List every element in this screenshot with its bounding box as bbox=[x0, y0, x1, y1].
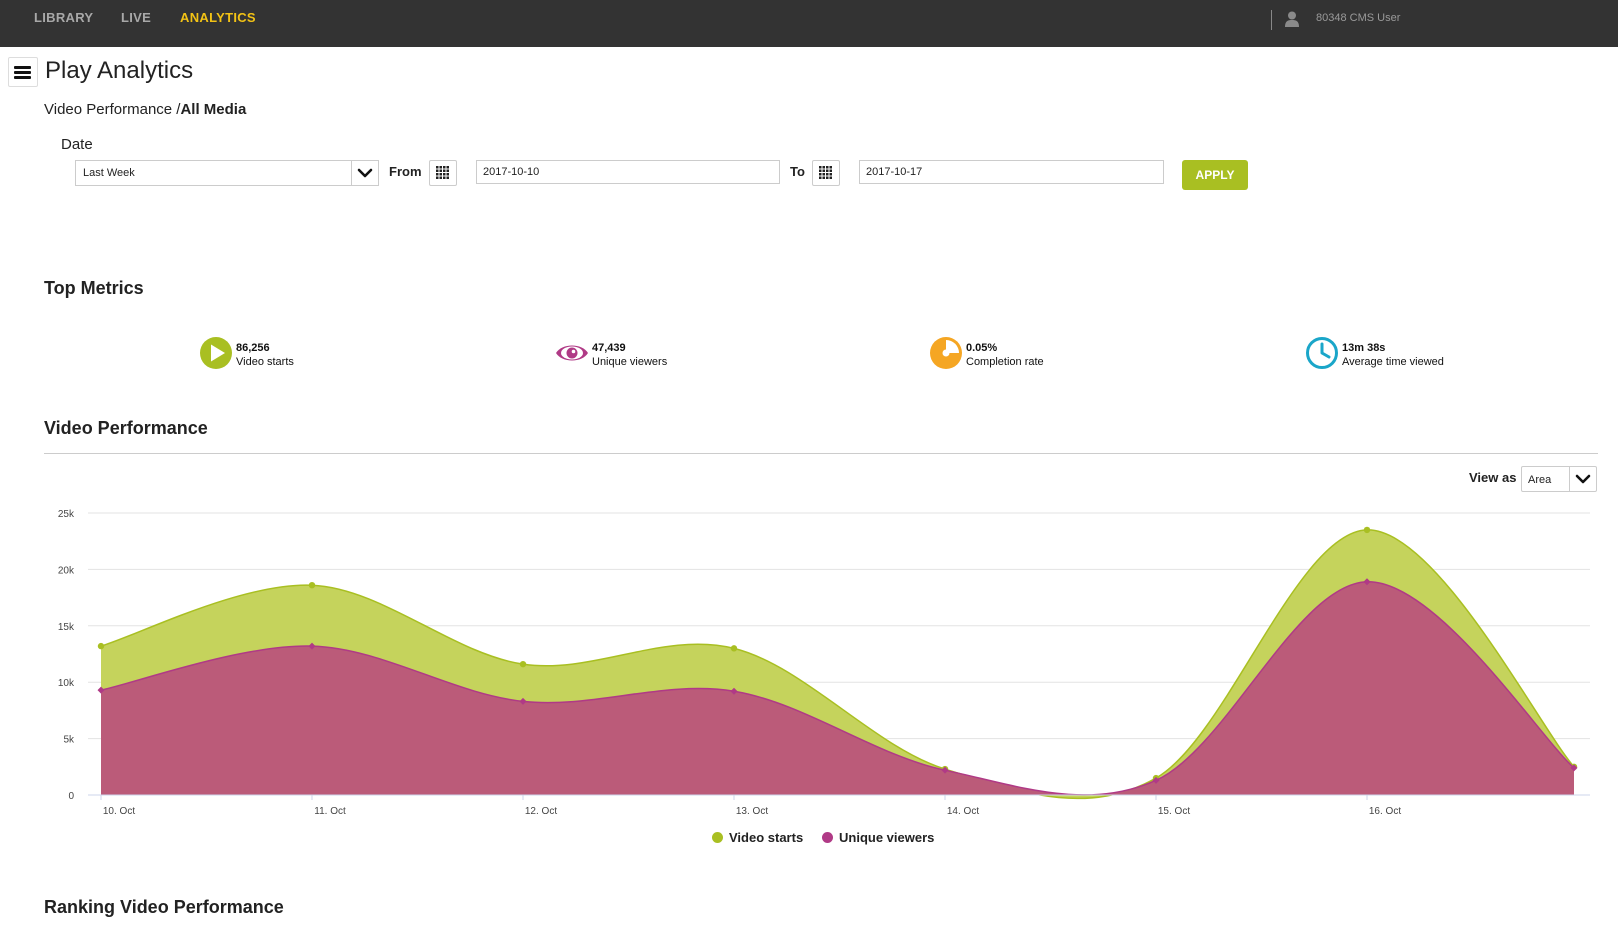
view-as-label: View as bbox=[1469, 470, 1517, 485]
x-tick-label: 11. Oct bbox=[314, 806, 346, 817]
to-label: To bbox=[790, 164, 805, 179]
breadcrumb-prefix[interactable]: Video Performance / bbox=[44, 101, 181, 118]
chevron-down-icon[interactable] bbox=[1569, 467, 1596, 491]
user-name[interactable]: 80348 CMS User bbox=[1316, 12, 1401, 24]
data-point bbox=[519, 697, 527, 705]
legend-dot bbox=[712, 832, 723, 843]
data-point bbox=[97, 642, 105, 650]
y-tick-label: 10k bbox=[58, 678, 75, 689]
calendar-icon bbox=[436, 166, 449, 179]
breadcrumb-current: All Media bbox=[180, 101, 247, 118]
top-metrics-title: Top Metrics bbox=[44, 278, 144, 298]
x-tick-label: 14. Oct bbox=[947, 806, 979, 817]
user-separator bbox=[1271, 10, 1272, 30]
video-performance-chart: 0 5k 10k 15k 20k 25k 10. Oct 11. Oct 12. Oct 13. … bbox=[58, 509, 1590, 817]
pie-icon bbox=[930, 337, 962, 369]
data-point bbox=[941, 766, 949, 774]
calendar-icon bbox=[819, 166, 832, 179]
metric-label: Average time viewed bbox=[1342, 356, 1444, 368]
legend-video-starts[interactable]: Video starts bbox=[712, 830, 803, 845]
series-line-1 bbox=[100, 581, 1575, 796]
x-tick-label: 16. Oct bbox=[1369, 806, 1401, 817]
metric-value: 47,439 bbox=[592, 342, 626, 354]
menu-icon-bar-3 bbox=[14, 76, 31, 79]
metric-label: Unique viewers bbox=[592, 356, 668, 368]
data-point bbox=[519, 660, 527, 668]
metric-label: Completion rate bbox=[966, 356, 1044, 368]
nav-library[interactable]: LIBRARY bbox=[34, 10, 94, 25]
y-tick-label: 15k bbox=[58, 622, 75, 633]
data-point bbox=[1570, 764, 1578, 772]
date-range-select[interactable]: Last Week bbox=[75, 160, 379, 186]
ranking-title: Ranking Video Performance bbox=[44, 897, 284, 917]
clock-icon bbox=[1306, 337, 1338, 369]
legend-unique-viewers[interactable]: Unique viewers bbox=[822, 830, 934, 845]
apply-button[interactable]: APPLY bbox=[1182, 160, 1248, 190]
x-tick-label: 12. Oct bbox=[525, 806, 557, 817]
y-tick-label: 20k bbox=[58, 565, 75, 576]
data-point bbox=[1152, 776, 1160, 784]
data-point bbox=[730, 645, 738, 652]
menu-icon-bar-1 bbox=[14, 66, 31, 69]
data-point bbox=[730, 687, 738, 695]
legend-label: Unique viewers bbox=[839, 830, 935, 845]
view-as-value: Area bbox=[1528, 474, 1552, 486]
date-range-value: Last Week bbox=[83, 167, 135, 179]
data-point bbox=[308, 581, 316, 589]
top-navigation-bar: LIBRARY LIVE ANALYTICS 80348 CMS User bbox=[0, 0, 1618, 47]
x-tick-label: 13. Oct bbox=[736, 806, 768, 817]
y-tick-label: 0 bbox=[68, 791, 74, 802]
play-icon bbox=[200, 337, 232, 369]
eye-icon bbox=[556, 345, 588, 361]
chevron-down-icon[interactable] bbox=[351, 161, 378, 185]
nav-analytics[interactable]: ANALYTICS bbox=[180, 10, 256, 25]
x-tick-label: 10. Oct bbox=[103, 806, 135, 817]
legend-label: Video starts bbox=[729, 830, 804, 845]
y-tick-label: 5k bbox=[63, 735, 75, 746]
to-calendar-button[interactable] bbox=[812, 160, 840, 186]
from-label: From bbox=[389, 164, 422, 179]
breadcrumb: Video Performance /All Media bbox=[44, 101, 246, 118]
menu-icon-bar-2 bbox=[14, 71, 31, 74]
metric-label: Video starts bbox=[236, 356, 294, 368]
x-tick-label: 15. Oct bbox=[1158, 806, 1190, 817]
metric-value: 86,256 bbox=[236, 342, 270, 354]
series-area-1 bbox=[101, 581, 1574, 795]
metric-value: 13m 38s bbox=[1342, 342, 1386, 354]
date-label: Date bbox=[61, 136, 93, 153]
data-point bbox=[1363, 578, 1371, 586]
video-performance-title: Video Performance bbox=[44, 418, 208, 438]
data-point bbox=[97, 686, 105, 694]
from-calendar-button[interactable] bbox=[429, 160, 457, 186]
metric-value: 0.05% bbox=[966, 342, 998, 354]
to-date-input[interactable] bbox=[859, 160, 1164, 184]
section-divider bbox=[44, 453, 1598, 454]
from-date-input[interactable] bbox=[476, 160, 780, 184]
view-as-select[interactable]: Area bbox=[1521, 466, 1597, 492]
y-tick-label: 25k bbox=[58, 509, 75, 520]
nav-live[interactable]: LIVE bbox=[121, 10, 152, 25]
user-icon[interactable] bbox=[1285, 11, 1299, 27]
legend-dot bbox=[822, 832, 833, 843]
data-point bbox=[308, 642, 316, 650]
page-title: Play Analytics bbox=[45, 57, 194, 84]
hamburger-menu-button[interactable] bbox=[8, 57, 38, 87]
data-point bbox=[1363, 526, 1371, 534]
